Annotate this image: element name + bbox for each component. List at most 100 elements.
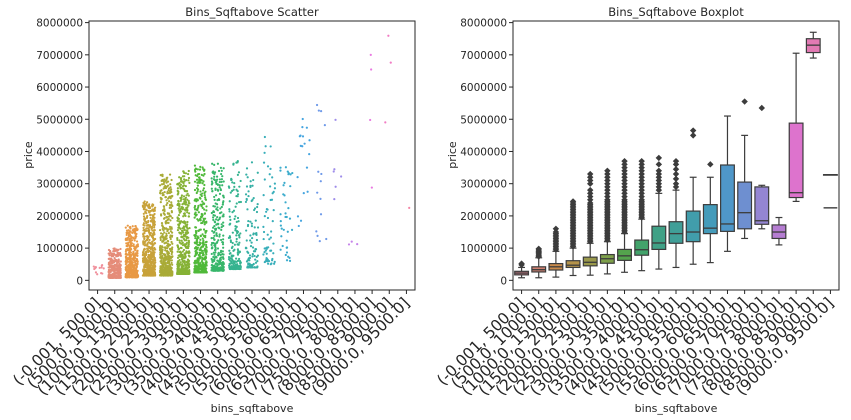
scatter-point [280,227,283,230]
scatter-point [236,249,240,253]
scatter-point [213,248,217,252]
box-outlier [655,161,663,168]
scatter-point [159,236,162,239]
scatter-point [218,211,222,215]
scatter-point [153,216,156,219]
box-outlier [569,198,577,205]
scatter-point [167,200,171,203]
scatter-point [195,178,199,181]
scatter-point [112,268,115,271]
scatter-point [214,188,217,192]
scatter-point [340,175,343,178]
scatter-point [124,250,127,253]
scatter-point [185,194,188,197]
scatter-point [119,247,122,251]
scatter-point [168,191,172,195]
scatter-point [218,192,222,195]
scatter-point [161,192,164,195]
scatter-point [163,217,166,220]
scatter-point [286,230,289,233]
scatter-point [168,196,171,199]
scatter-point [182,212,186,215]
scatter-point [202,228,206,231]
scatter-point [204,196,207,199]
box-body [668,221,684,244]
scatter-point [222,246,225,249]
scatter-point [147,255,151,258]
scatter-point [184,209,187,212]
scatter-point [268,238,271,241]
scatter-point [221,215,224,218]
scatter-point [187,169,190,173]
scatter-point [205,209,208,212]
scatter-point [245,229,248,232]
scatter-point [319,110,323,113]
scatter-point [160,259,163,262]
scatter-point [196,257,199,260]
scatter-point [178,203,181,206]
scatter-point [253,207,257,210]
scatter-point [148,273,152,276]
scatter-point [159,251,162,254]
scatter-point [160,179,163,182]
scatter-point [194,170,197,173]
scatter-point [128,253,132,256]
scatter-point [184,172,188,175]
scatter-point [100,266,103,269]
scatter-point [215,218,218,221]
scatter-point [178,264,181,267]
scatter-point [184,199,187,202]
scatter-point [153,256,156,260]
scatter-point [187,199,190,203]
scatter-point [170,210,173,213]
scatter-point [218,180,221,184]
scatter-point [235,202,238,205]
scatter-point [180,232,183,235]
scatter-point [245,198,248,202]
scatter-point [134,237,137,240]
box-outlier [638,170,645,178]
scatter-y-ticks: 0 1000000 2000000 3000000 4000000 5000000 6000… [36,18,89,287]
scatter-point [231,181,234,184]
scatter-point [171,216,174,220]
scatter-point [231,245,234,248]
scatter-point [165,269,168,272]
scatter-point [160,183,164,186]
scatter-point [153,246,156,250]
scatter-point [273,262,276,265]
scatter-point [220,180,223,184]
scatter-point [220,264,224,267]
scatter-point [202,219,205,222]
scatter-point [370,68,373,71]
scatter-point [387,34,390,37]
scatter-point [247,194,250,198]
scatter-point [169,234,172,237]
scatter-point [219,187,222,191]
scatter-point [297,224,300,228]
scatter-point [164,222,167,225]
scatter-point [142,215,146,218]
scatter-point [134,253,138,256]
scatter-point [187,179,190,182]
scatter-point [251,184,254,187]
scatter-point [169,219,172,222]
scatter-point [112,247,115,250]
box-outlier [604,186,611,194]
scatter-point [168,212,171,215]
scatter-point [216,259,219,262]
scatter-point [170,255,174,259]
scatter-point [285,259,289,262]
scatter-point [185,250,188,253]
scatter-point [238,257,241,261]
scatter-point [170,266,173,270]
scatter-point [129,247,132,250]
boxplot-title: Bins_Sqftabove Boxplot [608,5,744,19]
scatter-point [108,266,111,269]
scatter-point [235,237,238,241]
scatter-point [213,214,217,217]
scatter-point [238,185,241,188]
scatter-point [247,190,250,193]
scatter-point [236,216,240,220]
scatter-point [187,212,191,215]
scatter-point [171,271,174,274]
